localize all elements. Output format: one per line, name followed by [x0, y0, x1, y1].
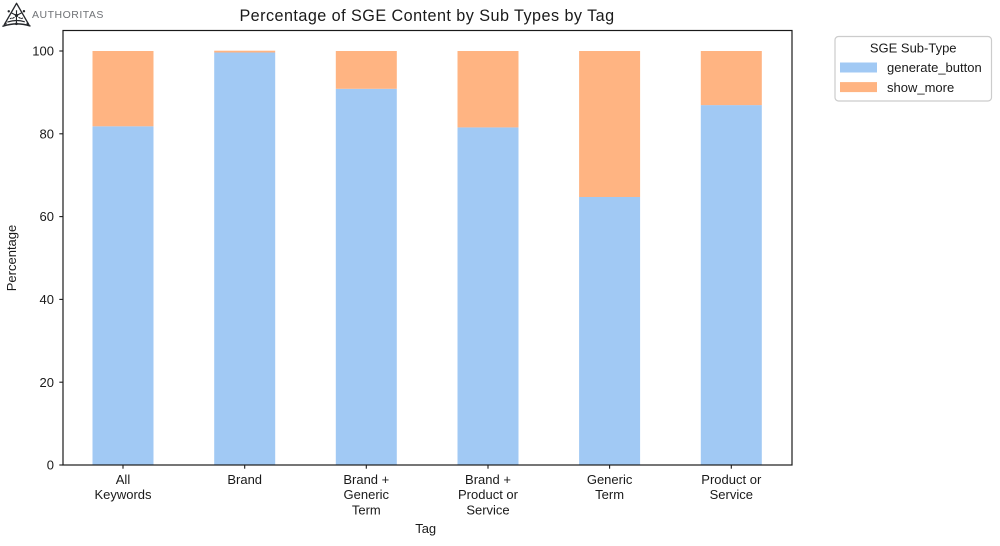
svg-text:show_more: show_more	[887, 80, 954, 95]
svg-text:All: All	[116, 472, 131, 487]
svg-text:Percentage of SGE Content by S: Percentage of SGE Content by Sub Types b…	[239, 7, 614, 25]
svg-text:generate_button: generate_button	[887, 60, 982, 75]
svg-text:80: 80	[40, 126, 54, 141]
svg-text:Keywords: Keywords	[94, 487, 152, 502]
svg-text:Brand +: Brand +	[465, 472, 511, 487]
svg-text:Term: Term	[595, 487, 624, 502]
svg-text:Product or: Product or	[701, 472, 762, 487]
svg-text:40: 40	[40, 292, 54, 307]
svg-text:Service: Service	[466, 502, 509, 517]
svg-text:0: 0	[47, 458, 54, 473]
svg-text:SGE Sub-Type: SGE Sub-Type	[870, 41, 957, 56]
svg-text:Generic: Generic	[344, 487, 390, 502]
svg-text:Product or: Product or	[458, 487, 519, 502]
svg-text:Brand: Brand	[227, 472, 262, 487]
svg-text:Term: Term	[352, 502, 381, 517]
svg-text:100: 100	[32, 44, 54, 59]
svg-text:Service: Service	[710, 487, 753, 502]
svg-text:20: 20	[40, 375, 54, 390]
svg-text:Generic: Generic	[587, 472, 633, 487]
svg-text:60: 60	[40, 209, 54, 224]
svg-text:Tag: Tag	[415, 521, 436, 536]
svg-text:AUTHORITAS: AUTHORITAS	[32, 9, 104, 21]
svg-text:Percentage: Percentage	[4, 225, 19, 292]
svg-text:Brand +: Brand +	[343, 472, 389, 487]
